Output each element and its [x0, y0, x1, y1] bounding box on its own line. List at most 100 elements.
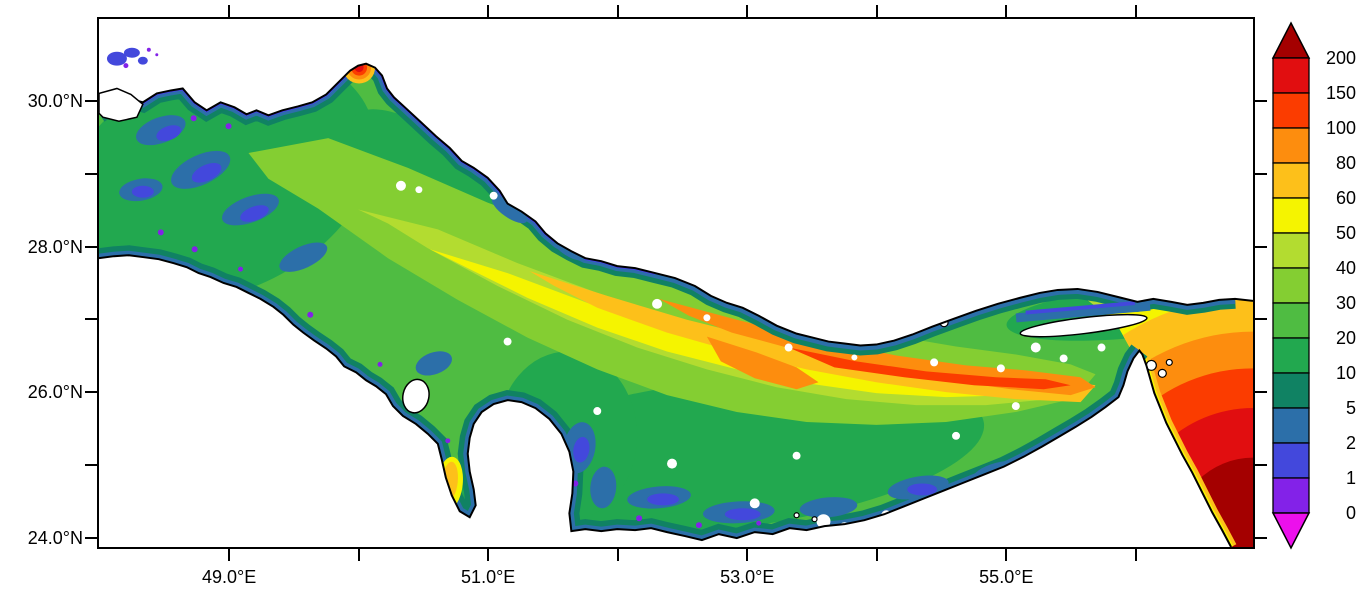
white-patch [703, 314, 711, 322]
indigo-patch [191, 162, 222, 183]
purple-dot [445, 438, 451, 444]
y-tick-right [1255, 464, 1267, 467]
colorbar-segment [1272, 127, 1310, 164]
y-tick-label: 26.0°N [27, 382, 83, 403]
y-tick-label: 28.0°N [27, 236, 83, 257]
north-deep-spot [343, 63, 376, 84]
colorbar-tick-label: 1 [1345, 468, 1356, 488]
colorbar-tick-label: 10 [1335, 363, 1356, 383]
iran-coast-islet [907, 309, 921, 323]
white-patch [338, 415, 355, 432]
x-tick-top [616, 5, 619, 17]
white-patch [489, 191, 498, 200]
colorbar-segment [1272, 442, 1310, 479]
y-tick-right [1255, 537, 1267, 540]
strait-islet [1157, 368, 1167, 378]
gulf-map [99, 47, 1253, 547]
indigo-patch [573, 436, 590, 463]
marsh-dot [123, 63, 129, 69]
purple-dot [636, 515, 643, 522]
white-patch [593, 407, 602, 415]
indigo-patch [240, 205, 269, 222]
white-patch [749, 498, 760, 509]
bahrain-island [402, 378, 430, 414]
indigo-patch [647, 493, 679, 506]
x-tick-bottom [487, 549, 490, 561]
y-tick-left [85, 464, 97, 467]
x-tick-bottom [357, 549, 360, 561]
purple-dot [225, 123, 232, 130]
gulf-of-oman-deep-core [1175, 457, 1253, 547]
indigo-patch [131, 185, 154, 198]
white-patch [784, 343, 793, 352]
y-tick-label: 30.0°N [27, 90, 83, 111]
x-tick-top [228, 5, 231, 17]
y-tick-left [85, 245, 97, 248]
colorbar-tick-label: 20 [1335, 328, 1356, 348]
indigo-patch [724, 508, 761, 521]
y-tick-right [1255, 318, 1267, 321]
blue-patch [491, 195, 528, 224]
colorbar-tick-label: 200 [1325, 48, 1356, 68]
x-tick-bottom [616, 549, 619, 561]
purple-dot [191, 246, 198, 253]
y-tick-right [1255, 99, 1267, 102]
x-tick-bottom [875, 549, 878, 561]
y-tick-left [85, 318, 97, 321]
qeshm-channel [1015, 301, 1151, 323]
white-patch [333, 434, 344, 445]
white-patch [952, 431, 961, 440]
x-tick-top [1134, 5, 1137, 17]
colorbar-under-arrow [1271, 512, 1311, 550]
marsh-blob [123, 47, 140, 58]
blue-patch [799, 497, 858, 518]
x-tick-top [1005, 5, 1008, 17]
colorbar-tick-label: 5 [1345, 398, 1356, 418]
colorbar-segment [1272, 232, 1310, 269]
marsh-dot [146, 47, 151, 52]
marsh-dot [155, 53, 159, 57]
white-patch [667, 458, 677, 469]
marsh-blob [106, 51, 127, 66]
colorbar-segment [1272, 302, 1310, 339]
colorbar-tick-label: 30 [1335, 293, 1356, 313]
indigo-patch [384, 443, 416, 461]
white-patch [354, 437, 367, 450]
strait-islet [1165, 358, 1173, 366]
purple-dot [377, 361, 383, 367]
qeshm-channel-deep [1025, 301, 1136, 315]
indigo-patch [156, 125, 182, 142]
x-tick-label: 49.0°E [201, 567, 257, 587]
white-patch [975, 496, 986, 507]
blue-patch [415, 351, 453, 376]
band-80-100-patch [706, 336, 819, 390]
colorbar-tick-label: 60 [1335, 188, 1356, 208]
y-tick-right [1255, 391, 1267, 394]
colorbar-over-arrow [1271, 21, 1311, 59]
colorbar [1271, 21, 1311, 550]
white-patch [503, 337, 512, 346]
x-tick-bottom [1005, 549, 1008, 561]
white-patch [1030, 342, 1041, 353]
blue-patch [366, 430, 430, 466]
colorbar-segment [1272, 337, 1310, 374]
white-patch [816, 514, 831, 529]
white-patch [415, 186, 423, 194]
trench-streak-100-150 [788, 347, 1071, 390]
x-tick-bottom [1134, 549, 1137, 561]
x-tick-bottom [746, 549, 749, 561]
purple-dot [190, 115, 197, 122]
white-patch [792, 451, 801, 460]
colorbar-segment [1272, 372, 1310, 409]
indigo-patch [907, 483, 938, 496]
purple-dot [238, 266, 244, 272]
colorbar-tick-label: 2 [1345, 433, 1356, 453]
purple-dot [695, 522, 702, 529]
purple-dot [157, 229, 164, 236]
white-patch [851, 354, 858, 361]
x-tick-top [487, 5, 490, 17]
x-tick-top [746, 5, 749, 17]
colorbar-tick-label: 0 [1345, 503, 1356, 523]
colorbar-tick-label: 50 [1335, 223, 1356, 243]
